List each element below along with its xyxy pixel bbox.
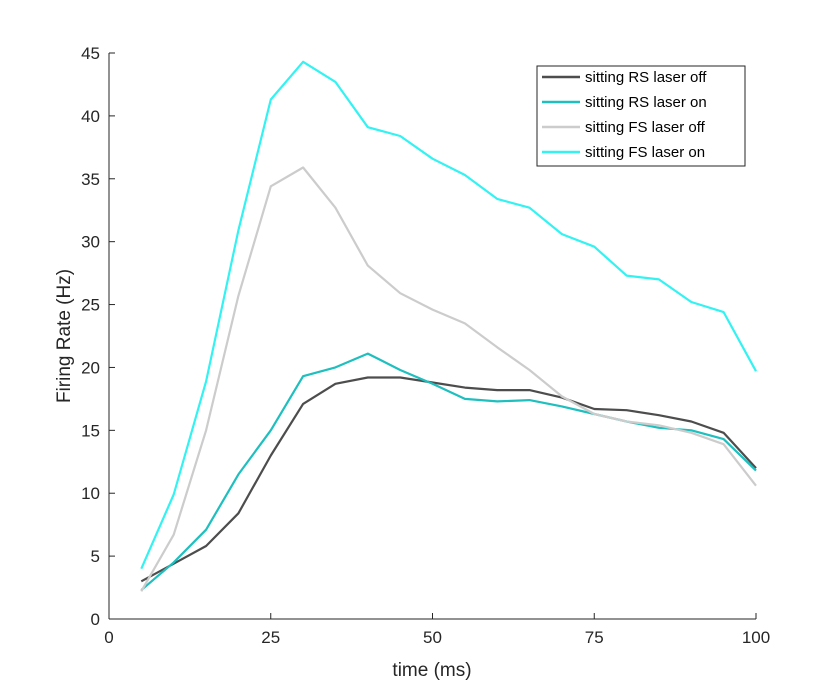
x-tick-label: 0 — [104, 628, 113, 647]
legend-box — [536, 65, 746, 167]
y-tick-label: 30 — [81, 233, 100, 252]
y-tick-label: 15 — [81, 421, 100, 440]
y-tick-label: 10 — [81, 484, 100, 503]
y-tick-label: 20 — [81, 358, 100, 377]
y-tick-label: 45 — [81, 44, 100, 63]
series-line-1 — [140, 376, 757, 583]
x-axis-label: time (ms) — [392, 660, 471, 681]
series-line-3 — [140, 166, 757, 592]
y-ticks: 0 5 10 15 20 25 30 35 40 45 — [81, 44, 115, 629]
x-tick-label: 100 — [742, 628, 770, 647]
x-tick-label: 25 — [261, 628, 280, 647]
legend: sitting RS laser off sitting RS laser on s… — [536, 65, 746, 167]
y-tick-label: 0 — [91, 610, 100, 629]
x-ticks: 0 25 50 75 100 — [104, 613, 770, 647]
legend-label-3: sitting FS laser off — [585, 119, 706, 136]
y-tick-label: 5 — [91, 547, 100, 566]
x-tick-label: 50 — [423, 628, 442, 647]
series-layer — [140, 60, 757, 592]
x-tick-label: 75 — [585, 628, 604, 647]
series-line-4 — [140, 60, 757, 570]
series-line-2 — [140, 352, 757, 591]
y-tick-label: 40 — [81, 107, 100, 126]
y-tick-label: 25 — [81, 296, 100, 315]
legend-label-4: sitting FS laser on — [585, 144, 705, 161]
y-axis-label: Firing Rate (Hz) — [54, 269, 75, 403]
y-tick-label: 35 — [81, 170, 100, 189]
legend-label-1: sitting RS laser off — [585, 69, 707, 86]
legend-label-2: sitting RS laser on — [585, 94, 707, 111]
